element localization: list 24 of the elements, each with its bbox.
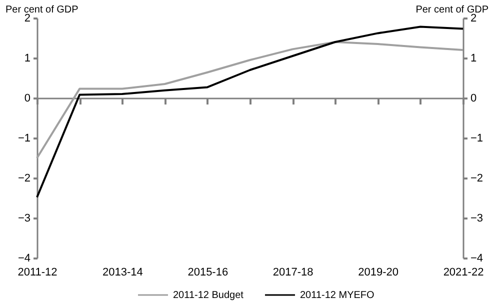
y-tick-label: −1 <box>18 132 30 144</box>
line-series <box>36 26 464 198</box>
y2-tick-label: −3 <box>470 212 484 224</box>
x-tick-label: 2021-22 <box>443 266 484 278</box>
y2-tick-label: 1 <box>470 52 477 64</box>
y-tick-label: 1 <box>24 52 30 64</box>
x-tick-label: 2013-14 <box>102 266 143 278</box>
x-tick-label: 2011-12 <box>18 266 58 278</box>
y-tick-label: −4 <box>18 252 30 264</box>
x-tick-label: 2019-20 <box>358 266 398 278</box>
y-tick-label: 0 <box>24 92 30 104</box>
legend-label: 2011-12 Budget <box>173 290 244 301</box>
line-series <box>36 41 464 159</box>
y2-tick-label: −2 <box>470 172 484 184</box>
x-tick-label: 2017-18 <box>272 266 314 278</box>
x-tick-label: 2015-16 <box>188 266 228 278</box>
y2-tick-label: −1 <box>470 132 484 144</box>
y2-tick-label: −4 <box>470 252 484 264</box>
y2-tick-label: 0 <box>470 92 477 104</box>
y-tick-label: 2 <box>24 12 30 24</box>
y-tick-label: −2 <box>18 172 30 184</box>
legend-label: 2011-12 MYEFO <box>300 290 375 301</box>
y2-tick-label: 2 <box>470 12 477 24</box>
y-tick-label: −3 <box>18 212 30 224</box>
